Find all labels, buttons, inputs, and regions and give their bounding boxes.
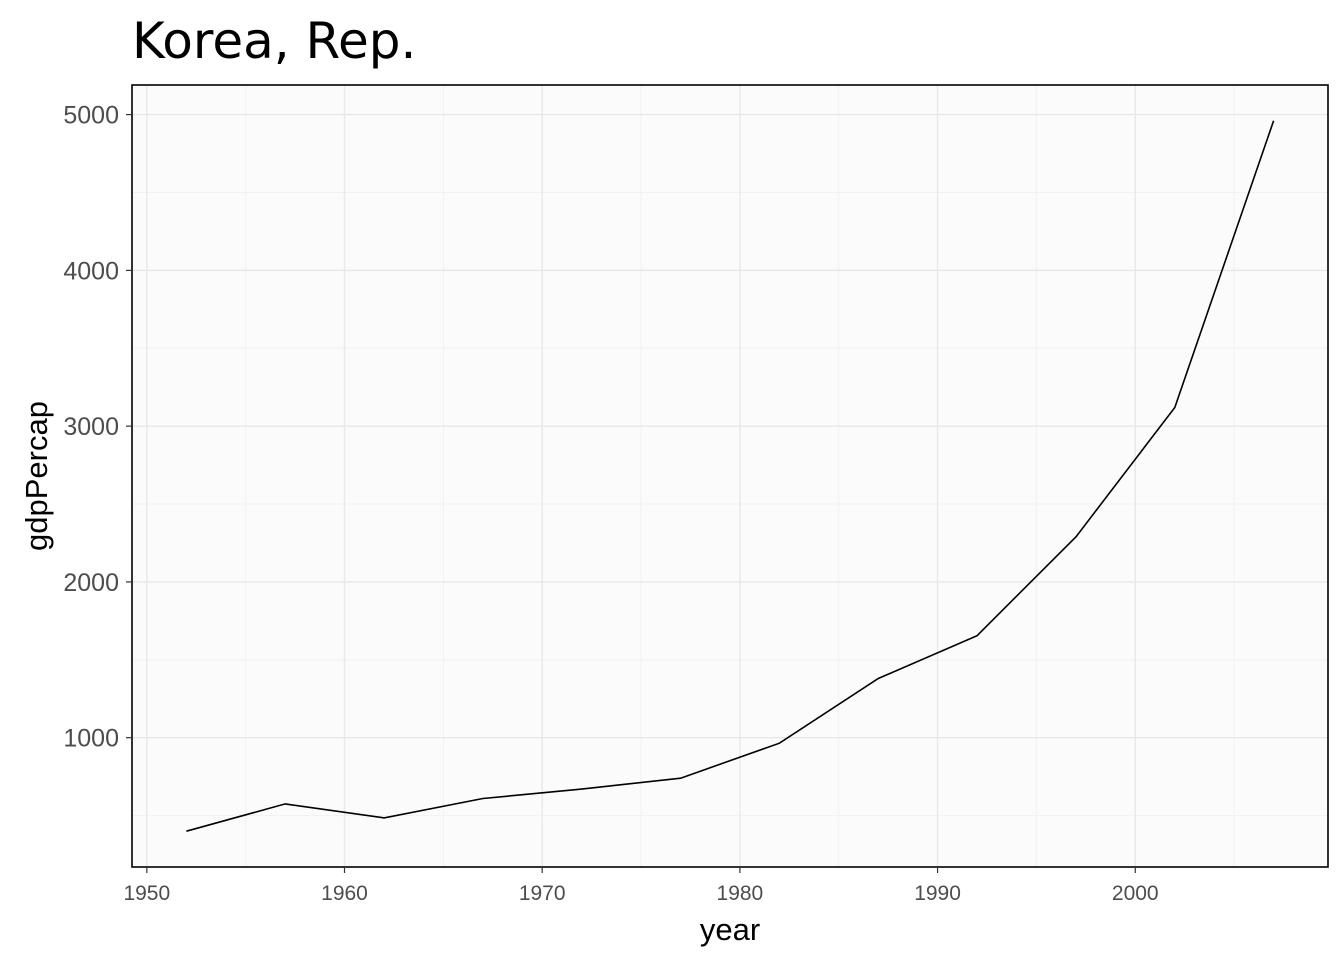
y-tick-label: 5000 <box>63 102 119 130</box>
x-tick-label: 1980 <box>717 882 764 905</box>
panel-border <box>131 84 1329 868</box>
plot-panel <box>132 85 1328 867</box>
y-tick-label: 2000 <box>63 569 119 597</box>
y-tick-label: 4000 <box>63 257 119 285</box>
y-tick-label: 3000 <box>63 413 119 441</box>
series-line-gdppercap <box>186 120 1275 832</box>
x-tick-label: 1970 <box>519 882 566 905</box>
x-axis-ticks: 1950 1960 1970 1980 1990 2000 <box>123 867 1159 905</box>
y-tick-label: 1000 <box>63 725 119 753</box>
y-axis-title: gdpPercap <box>19 401 54 551</box>
major-gridlines <box>132 85 1328 867</box>
x-tick-label: 1950 <box>123 882 170 905</box>
x-axis-title: year <box>700 912 760 947</box>
x-tick-label: 1990 <box>914 882 961 905</box>
y-axis-ticks: 1000 2000 3000 4000 5000 <box>63 102 132 753</box>
minor-gridlines <box>132 85 1328 867</box>
x-tick-label: 2000 <box>1112 882 1159 905</box>
chart-title: Korea, Rep. <box>132 12 416 70</box>
x-tick-label: 1960 <box>321 882 368 905</box>
